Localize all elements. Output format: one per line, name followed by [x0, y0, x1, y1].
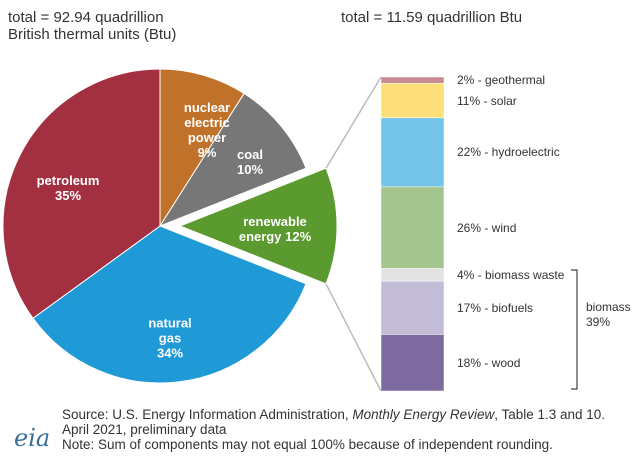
slice-label: natural gas 34% [140, 316, 200, 361]
source-text: Source: U.S. Energy Information Administ… [62, 407, 353, 422]
pie-title: total = 92.94 quadrillion British therma… [8, 9, 177, 43]
segment-label: 11% - solar [457, 93, 517, 108]
slice-name: natural gas [148, 315, 192, 346]
biomass-annotation: biomass 39% [586, 300, 631, 329]
segment-label: 4% - biomass waste [457, 267, 565, 282]
slice-value: 34% [156, 345, 184, 361]
date: April 2021, preliminary data [62, 422, 227, 437]
bracket [571, 269, 578, 390]
source-title: Monthly Energy Review [352, 407, 495, 422]
segment-label: 2% - geothermal [457, 73, 546, 88]
bar-segment [380, 76, 445, 84]
slice-value: 12% [285, 229, 312, 244]
slice-label: renewable energy 12% [225, 214, 325, 244]
slice-value: 9% [197, 145, 217, 160]
slice-label: nuclear electric power 9% [173, 100, 241, 160]
slice-value: 10% [236, 162, 264, 177]
bar-segment [380, 268, 445, 282]
pie-slice [178, 167, 338, 285]
segment-label: 22% - hydroelectric [457, 145, 560, 160]
slice-name: nuclear electric power [183, 100, 231, 145]
note: Note: Sum of components may not equal 10… [62, 437, 553, 452]
pie-slice [32, 225, 307, 384]
source: Source: U.S. Energy Information Administ… [62, 407, 605, 422]
slice-name: renewable energy [238, 214, 307, 244]
bar-title: total = 11.59 quadrillion Btu [341, 9, 523, 26]
bar-segment [380, 83, 445, 119]
connector [325, 76, 382, 169]
segment-label: 17% - biofuels [457, 300, 534, 315]
pie-slice [158, 92, 307, 228]
slice-value: 35% [54, 188, 82, 203]
bar-segment [380, 186, 445, 269]
segment-label: 26% - wind [457, 220, 517, 235]
bar-segment [380, 334, 445, 392]
source-text: , Table 1.3 and 10. [494, 407, 606, 422]
segment-label: 18% - wood [457, 355, 521, 370]
pie-slice [159, 68, 245, 228]
bar-segment [380, 280, 445, 335]
bar-segment [380, 117, 445, 188]
slice-name: coal [236, 147, 263, 162]
slice-label: petroleum 35% [28, 173, 108, 203]
slice-name: petroleum [36, 173, 100, 188]
slice-label: coal 10% [225, 147, 275, 177]
logo: eia [14, 424, 51, 452]
pie-slice [2, 68, 161, 319]
connector [325, 283, 382, 392]
